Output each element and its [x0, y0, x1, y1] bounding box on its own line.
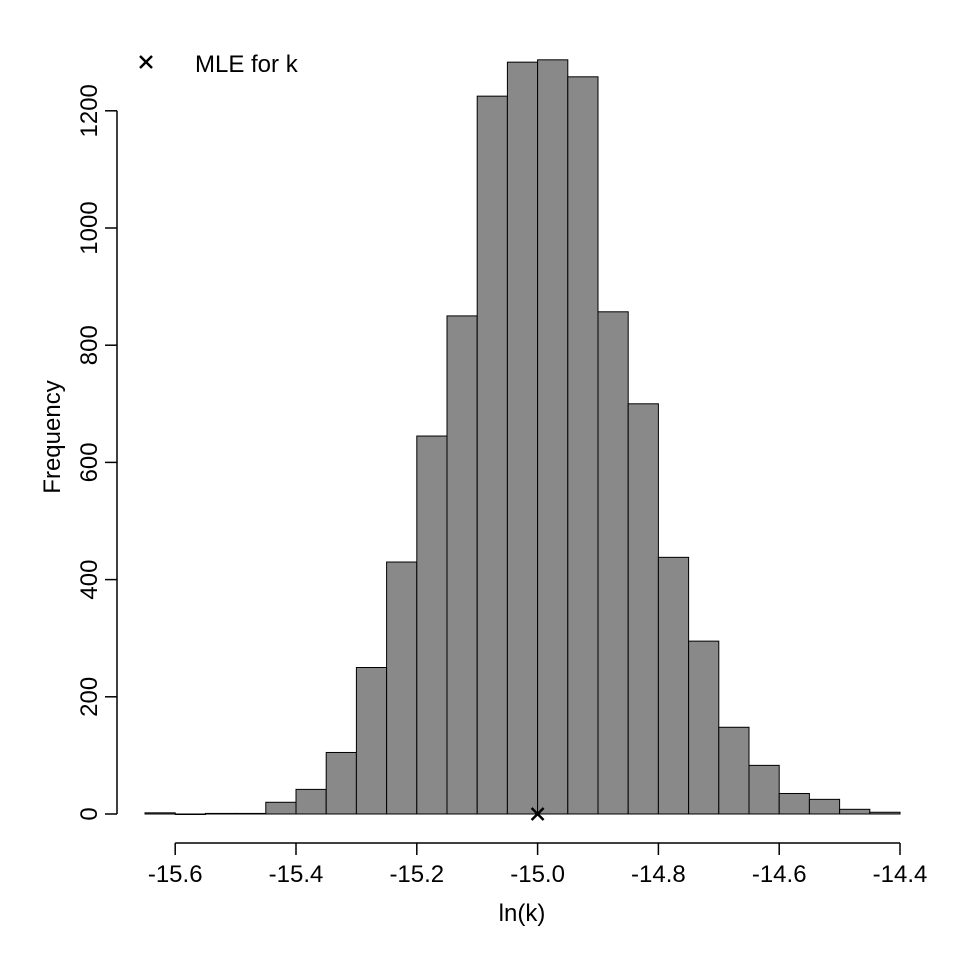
y-axis-title: Frequency [39, 380, 66, 493]
x-tick-label: -15.6 [148, 861, 203, 888]
histogram-bar [476, 95, 508, 815]
histogram-bar [325, 751, 357, 815]
histogram-bar [204, 812, 237, 815]
histogram-bar [144, 812, 176, 815]
x-tick-label: -15.2 [389, 861, 444, 888]
y-tick-label: 400 [76, 560, 103, 600]
x-tick-label: -14.4 [873, 861, 928, 888]
y-tick-label: 1000 [76, 201, 103, 254]
histogram-bar [506, 61, 539, 815]
y-tick-label: 1200 [76, 84, 103, 137]
histogram-bar [748, 764, 780, 815]
y-tick-label: 800 [76, 325, 103, 365]
histogram-bar [386, 561, 418, 815]
x-axis-title: ln(k) [499, 900, 546, 927]
histogram-bar [869, 811, 901, 815]
y-tick-label: 200 [76, 677, 103, 717]
histogram-bar [265, 801, 297, 815]
histogram-bar [416, 435, 448, 815]
histogram-bar [235, 812, 267, 815]
x-tick-label: -15.4 [269, 861, 324, 888]
y-tick-label: 0 [76, 807, 103, 820]
legend-x-symbol [139, 55, 153, 69]
histogram-bar [597, 311, 629, 815]
histogram-bar [537, 59, 569, 815]
markers-group [530, 807, 545, 821]
y-axis: 0 200 400 600 800 1000 1200 [76, 84, 118, 821]
legend-x-marker-icon [139, 55, 153, 69]
y-tick-label: 600 [76, 442, 103, 482]
legend: MLE for k [139, 51, 299, 78]
histogram-bar [657, 556, 690, 815]
histogram-bar [567, 76, 599, 815]
histogram-bar [688, 640, 720, 815]
histogram-bar [295, 788, 327, 815]
histogram-bar [627, 403, 659, 815]
histogram-bar [718, 726, 750, 815]
histogram-bar [839, 808, 871, 815]
histogram-bar [808, 798, 841, 815]
x-tick-label: -14.8 [631, 861, 686, 888]
x-tick-label: -14.6 [752, 861, 807, 888]
histogram-bar [446, 315, 478, 815]
legend-label: MLE for k [195, 51, 299, 78]
x-tick-label: -15.0 [510, 861, 565, 888]
histogram-bar [778, 792, 810, 815]
bars-group [144, 59, 901, 815]
histogram-bar [355, 667, 388, 815]
histogram-bar [174, 813, 206, 815]
mle-marker [530, 807, 545, 821]
x-axis: -15.6 -15.4 -15.2 -15.0 -14.8 -14.6 -14.4 [148, 842, 928, 888]
